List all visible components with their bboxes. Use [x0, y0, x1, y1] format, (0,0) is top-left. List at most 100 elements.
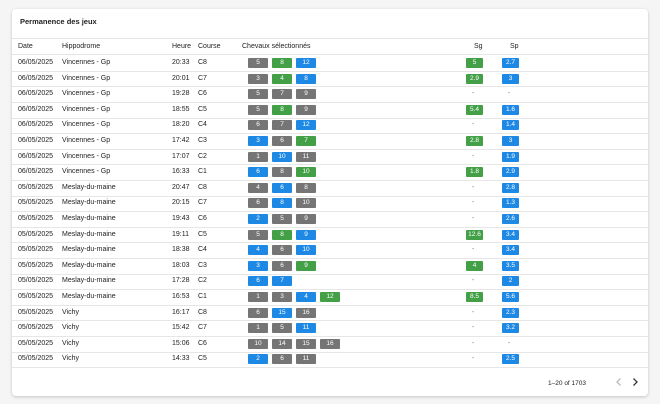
cell: 06/05/2025 — [18, 74, 54, 82]
horse-badge: 7 — [272, 120, 292, 131]
cell: Vincennes - Gp — [62, 74, 111, 82]
cell: C6 — [198, 90, 207, 98]
odds-badge: 2.5 — [502, 354, 519, 365]
horse-badge: 9 — [296, 260, 316, 271]
horse-badge: 2 — [248, 214, 268, 224]
cell: 18:20 — [172, 121, 190, 129]
odds-badge: 8.5 — [466, 292, 483, 302]
cell: 18:38 — [172, 246, 190, 254]
row-divider — [12, 367, 648, 369]
cell: 05/05/2025 — [18, 324, 54, 332]
cell: Vincennes - Gp — [62, 59, 111, 66]
horse-badge: 3 — [248, 136, 268, 146]
cell: C7 — [198, 324, 207, 332]
horse-badge: 9 — [296, 229, 316, 240]
cell: C2 — [198, 152, 207, 160]
horse-badge: 7 — [296, 136, 316, 146]
row-divider — [12, 351, 648, 353]
horse-badge: 6 — [248, 198, 268, 209]
odds-badge: 4 — [466, 260, 483, 271]
column-header: Heure — [172, 43, 192, 50]
cell: 06/05/2025 — [18, 121, 54, 129]
horse-badge: 16 — [320, 338, 340, 349]
cell: C4 — [198, 246, 207, 254]
horse-badge: 5 — [248, 104, 268, 115]
row-divider — [12, 320, 648, 322]
horse-badge: 16 — [296, 307, 316, 318]
horse-badge: 5 — [248, 229, 268, 240]
divider — [12, 54, 648, 55]
cell: 19:11 — [172, 230, 189, 238]
cell: 05/05/2025 — [18, 215, 54, 222]
column-header: Chevaux sélectionnés — [242, 43, 311, 50]
cell: 05/05/2025 — [18, 293, 54, 300]
cell: 19:43 — [172, 215, 190, 222]
horse-badge: 7 — [272, 89, 292, 100]
cell: 17:42 — [172, 137, 190, 144]
row-divider — [12, 273, 648, 275]
cell: 19:28 — [172, 90, 190, 98]
cell: C8 — [198, 183, 207, 191]
column-header: Sp — [510, 43, 519, 50]
cell: 05/05/2025 — [18, 308, 54, 316]
horse-badge: 9 — [296, 214, 316, 224]
prev-page[interactable] — [612, 375, 626, 389]
odds-badge: 3.4 — [502, 229, 519, 240]
row-divider — [12, 133, 648, 135]
cell: C6 — [198, 339, 207, 347]
row-divider — [12, 195, 648, 197]
row-divider — [12, 164, 648, 166]
cell: Meslay-du-maine — [62, 215, 116, 222]
cell: Vincennes - Gp — [62, 105, 111, 113]
cell: Meslay-du-maine — [62, 230, 116, 238]
odds-badge: 12.6 — [466, 229, 483, 240]
cell: 05/05/2025 — [18, 261, 54, 269]
horse-badge: 10 — [296, 245, 316, 256]
horse-badge: 5 — [248, 89, 268, 100]
horse-badge: 9 — [296, 89, 316, 100]
horse-badge: 4 — [248, 182, 268, 193]
odds-badge: 1.6 — [502, 104, 519, 115]
cell: 14:33 — [172, 355, 190, 363]
odds-badge: 1.3 — [502, 198, 519, 209]
pagination-label: 1–20 of 1703 — [548, 380, 586, 387]
horse-badge: 8 — [296, 182, 316, 193]
row-divider — [12, 242, 648, 244]
table-card: Permanence des jeux 1–20 of 1703 Date Hip… — [12, 9, 648, 396]
cell: Vincennes - Gp — [62, 90, 111, 98]
row-divider — [12, 226, 648, 228]
next-page[interactable] — [628, 375, 642, 389]
horse-badge: 2 — [248, 354, 268, 365]
cell: - — [472, 277, 475, 285]
cell: Vincennes - Gp — [62, 137, 111, 144]
odds-badge: 2.9 — [466, 73, 483, 84]
cell: Vincennes - Gp — [62, 152, 111, 160]
horse-badge: 14 — [272, 338, 292, 349]
cell: 17:07 — [172, 152, 190, 160]
cell: C7 — [198, 74, 207, 82]
cell: 06/05/2025 — [18, 90, 54, 98]
horse-badge: 3 — [248, 260, 268, 271]
odds-badge: 3 — [502, 73, 519, 84]
horse-badge: 3 — [248, 73, 268, 84]
odds-badge: 2.3 — [502, 307, 519, 318]
horse-badge: 10 — [272, 151, 292, 162]
cell: Meslay-du-maine — [62, 261, 116, 269]
horse-badge: 6 — [248, 167, 268, 178]
column-header: Hippodrome — [62, 43, 101, 50]
column-header: Course — [198, 43, 221, 50]
horse-badge: 11 — [296, 354, 316, 365]
row-divider — [12, 117, 648, 119]
odds-badge: 5 — [466, 58, 483, 68]
row-divider — [12, 148, 648, 150]
cell: C5 — [198, 355, 207, 363]
cell: 20:01 — [172, 74, 190, 82]
odds-badge: 3.4 — [502, 245, 519, 256]
horse-badge: 6 — [272, 260, 292, 271]
horse-badge: 6 — [248, 120, 268, 131]
cell: C3 — [198, 137, 207, 144]
cell: Meslay-du-maine — [62, 277, 116, 285]
cell: 20:47 — [172, 183, 190, 191]
cell: 18:03 — [172, 261, 190, 269]
horse-badge: 15 — [296, 338, 316, 349]
